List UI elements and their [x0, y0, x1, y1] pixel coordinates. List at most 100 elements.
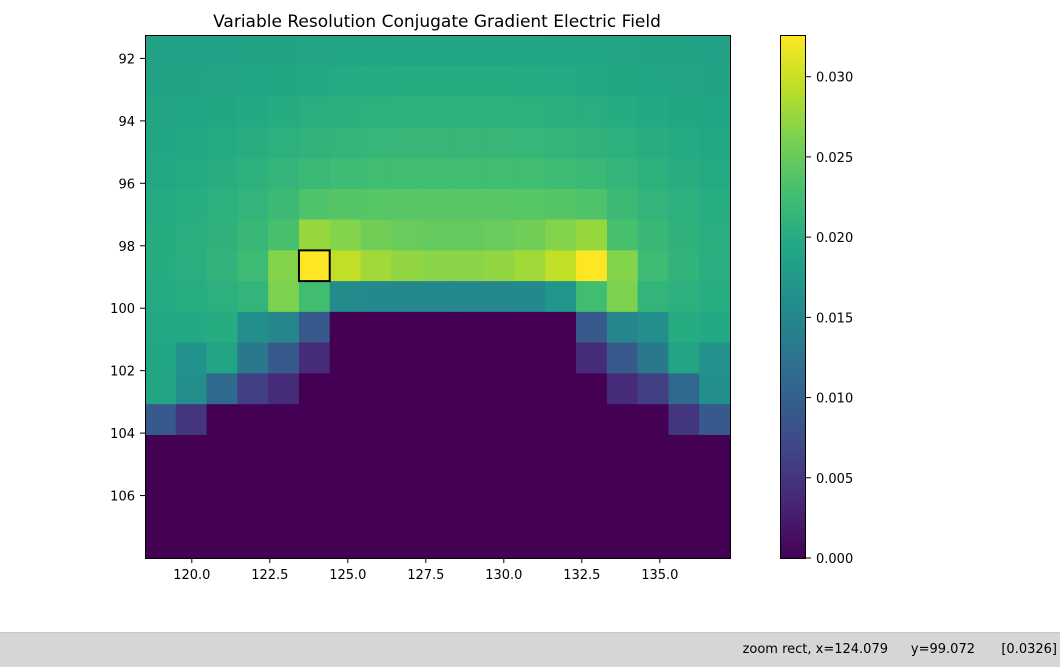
heatmap-cell — [606, 404, 639, 436]
heatmap-cell — [514, 158, 546, 190]
heatmap-cell — [422, 188, 454, 221]
heatmap-cell — [576, 250, 608, 282]
heatmap-cell — [268, 250, 300, 282]
heatmap-cell — [391, 342, 423, 375]
heatmap-cell — [483, 250, 516, 282]
heatmap-cell — [606, 35, 639, 67]
heatmap-cell — [452, 158, 485, 190]
heatmap-cell — [175, 342, 208, 375]
heatmap-cell — [483, 188, 516, 221]
heatmap-cell — [329, 404, 362, 436]
heatmap-cell — [175, 465, 208, 498]
x-axis: 120.0 122.5 125.0 127.5 130.0 132.5 135.0 — [173, 558, 678, 583]
heatmap-cell — [391, 188, 423, 221]
colorbar-axis: 0.000 0.005 0.010 0.015 0.020 0.025 0.030 — [806, 71, 853, 567]
heatmap-cell — [452, 96, 485, 128]
heatmap-cell — [391, 465, 423, 498]
heatmap-cell — [391, 219, 423, 251]
y-axis: 92 94 96 98 100 102 104 106 — [110, 52, 145, 505]
heatmap-cell — [422, 281, 454, 313]
heatmap-cell — [545, 96, 577, 128]
heatmap-cell — [452, 188, 485, 221]
heatmap-cell — [360, 527, 392, 559]
heatmap-cell — [668, 281, 700, 313]
heatmap-cell — [606, 250, 639, 282]
heatmap-cell — [237, 496, 269, 528]
heatmap-cell — [514, 96, 546, 128]
heatmap-cell — [576, 127, 608, 159]
heatmap-cell — [298, 35, 331, 67]
heatmap-cell — [268, 96, 300, 128]
heatmap-cell — [637, 373, 670, 405]
heatmap-cell — [268, 311, 300, 344]
heatmap-cell — [514, 219, 546, 251]
heatmap-cell — [175, 127, 208, 159]
heatmap-cell — [668, 342, 700, 375]
heatmap-cell — [576, 496, 608, 528]
heatmap-cell — [514, 527, 546, 559]
heatmap-cell — [237, 465, 269, 498]
heatmap-cell — [483, 219, 516, 251]
heatmap-cell — [545, 127, 577, 159]
heatmap-cell — [545, 188, 577, 221]
heatmap-cell — [637, 496, 670, 528]
heatmap-cell — [452, 311, 485, 344]
colorbar-tick-label: 0.015 — [816, 311, 853, 326]
heatmap-cell — [637, 311, 670, 344]
heatmap-cell — [545, 373, 577, 405]
figure-canvas[interactable]: Variable Resolution Conjugate Gradient E… — [0, 0, 1060, 632]
heatmap-cell — [298, 311, 331, 344]
chart-title: Variable Resolution Conjugate Gradient E… — [213, 12, 661, 32]
heatmap-cell — [606, 127, 639, 159]
heatmap-cell — [545, 219, 577, 251]
heatmap-cell — [668, 373, 700, 405]
y-tick-label: 100 — [110, 302, 135, 317]
heatmap-cell — [452, 65, 485, 98]
heatmap-cell — [699, 527, 731, 559]
heatmap-cell — [206, 404, 238, 436]
heatmap-cell — [206, 250, 238, 282]
heatmap-cell — [452, 127, 485, 159]
heatmap-cell — [606, 527, 639, 559]
heatmap-cell — [668, 96, 700, 128]
heatmap-cell — [576, 96, 608, 128]
heatmap-cell — [668, 158, 700, 190]
status-bar: zoom rect, x=124.079 y=99.072 [0.0326] — [0, 632, 1060, 667]
heatmap-cell — [237, 188, 269, 221]
heatmap-cell — [329, 158, 362, 190]
x-tick-label: 135.0 — [641, 568, 678, 583]
heatmap-cell — [483, 65, 516, 98]
y-tick-label: 98 — [118, 240, 135, 255]
heatmap-cell — [422, 158, 454, 190]
y-tick-label: 104 — [110, 427, 135, 442]
heatmap-cell — [360, 127, 392, 159]
heatmap-cell — [637, 434, 670, 467]
heatmap-cell — [514, 434, 546, 467]
heatmap-cell — [298, 219, 331, 251]
heatmap-cell — [545, 281, 577, 313]
heatmap-cell — [606, 496, 639, 528]
heatmap-cell — [422, 65, 454, 98]
heatmap-cell — [452, 281, 485, 313]
heatmap-cell — [422, 311, 454, 344]
heatmap-cell — [545, 527, 577, 559]
heatmap-cell — [637, 188, 670, 221]
heatmap-cell — [483, 434, 516, 467]
heatmap-cell — [422, 35, 454, 67]
heatmap-cell — [360, 434, 392, 467]
heatmap-chart[interactable]: Variable Resolution Conjugate Gradient E… — [0, 0, 1060, 632]
heatmap-cell — [175, 250, 208, 282]
heatmap-cell — [452, 373, 485, 405]
heatmap-cell — [329, 188, 362, 221]
heatmap-cell — [268, 496, 300, 528]
heatmap-cell — [699, 311, 731, 344]
heatmap-cell — [175, 311, 208, 344]
heatmap-cell — [145, 219, 177, 251]
heatmap-cell — [206, 342, 238, 375]
heatmap-cell — [452, 527, 485, 559]
heatmap-cell — [298, 527, 331, 559]
heatmap-cell — [360, 496, 392, 528]
heatmap-cell — [576, 35, 608, 67]
heatmap-cell — [422, 219, 454, 251]
heatmap-cell — [483, 281, 516, 313]
